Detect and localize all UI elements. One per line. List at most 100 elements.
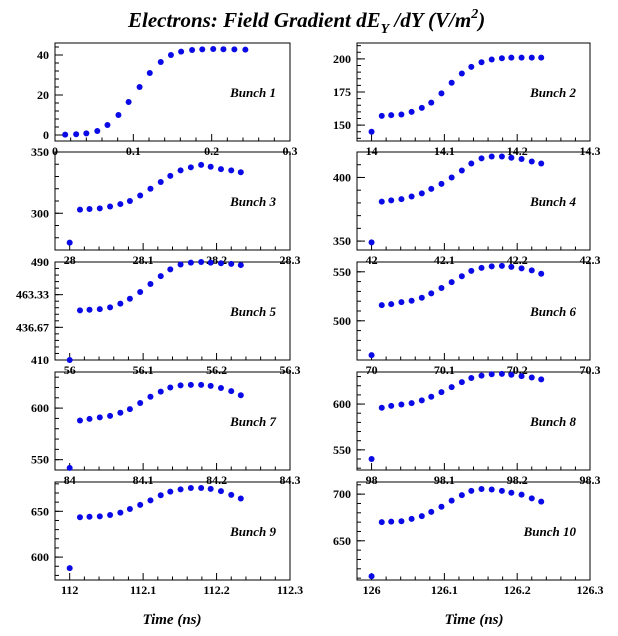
data-point (231, 46, 238, 53)
data-point (438, 180, 445, 187)
figure-title: Electrons: Field Gradient dEY /dY (V/m2) (127, 7, 485, 37)
data-point (468, 160, 475, 167)
data-point (388, 197, 395, 204)
data-point (137, 289, 144, 296)
title-main: Electrons: Field Gradient dE (127, 8, 381, 32)
x-tick-label: 0.3 (283, 144, 298, 158)
data-point (448, 174, 455, 181)
y-tick-label: 550 (333, 443, 351, 457)
x-tick-label: 126.1 (431, 583, 458, 597)
data-point (157, 59, 164, 65)
data-point (167, 384, 174, 391)
data-point (438, 284, 445, 291)
bunch-label: Bunch 9 (229, 524, 276, 539)
bunch-label: Bunch 2 (529, 85, 576, 100)
title-end: ) (476, 8, 485, 32)
data-point (66, 357, 73, 363)
data-point (538, 160, 545, 167)
data-point (126, 406, 133, 413)
bunch-label: Bunch 7 (229, 414, 276, 429)
x-tick-label: 84 (64, 473, 76, 487)
x-tick-label: 42.1 (434, 253, 455, 267)
data-point (478, 264, 485, 271)
y-tick-label: 600 (31, 401, 49, 415)
y-tick-label: 550 (333, 265, 351, 279)
data-point (189, 47, 196, 53)
data-point (137, 399, 144, 406)
y-tick-label: 40 (37, 48, 49, 62)
data-point (458, 379, 465, 386)
data-point (528, 267, 535, 274)
x-tick-label: 0.2 (204, 144, 219, 158)
data-point (538, 54, 545, 61)
data-point (126, 295, 133, 302)
data-point (198, 259, 205, 265)
data-point (448, 384, 455, 391)
data-point (378, 112, 385, 119)
x-tick-label: 14 (366, 144, 378, 158)
data-point (125, 99, 132, 105)
data-point (518, 265, 525, 272)
x-tick-label: 42.3 (580, 253, 601, 267)
x-tick-label: 112.3 (277, 583, 303, 597)
data-point (488, 153, 495, 160)
data-point (237, 262, 244, 269)
data-point (528, 374, 535, 381)
data-point (498, 153, 505, 160)
data-point (368, 456, 375, 463)
y-tick-label: 600 (333, 397, 351, 411)
data-point (217, 488, 224, 495)
x-tick-label: 98.1 (434, 473, 455, 487)
data-point (107, 203, 114, 210)
y-tick-label: 550 (31, 453, 49, 467)
data-point (167, 488, 174, 495)
y-tick-label: 350 (31, 145, 49, 159)
data-point (187, 381, 194, 388)
y-tick-label: 650 (333, 534, 351, 548)
data-point (177, 486, 184, 493)
data-point (478, 486, 485, 492)
bunch-panel: 84 84.1 84.2 84.3 550 600 Bunch 7 (31, 371, 301, 487)
data-point (96, 306, 103, 313)
data-point (107, 511, 114, 518)
data-point (198, 381, 205, 388)
data-point (408, 400, 415, 407)
title-subscript: Y (381, 22, 391, 37)
data-point (528, 54, 535, 61)
data-point (428, 508, 435, 515)
data-point (408, 108, 415, 115)
x-tick-label: 28 (64, 253, 76, 267)
data-point (518, 54, 525, 61)
y-tick-label: 0 (43, 128, 49, 142)
data-point (96, 205, 103, 212)
x-tick-label: 98.3 (580, 473, 601, 487)
data-point (498, 262, 505, 269)
data-point (137, 501, 144, 508)
data-point (207, 163, 214, 170)
data-point (418, 104, 425, 111)
data-point (157, 388, 164, 395)
x-tick-label: 126.3 (577, 583, 604, 597)
x-tick-label: 112.2 (203, 583, 229, 597)
x-axis-label-left: Time (ns) (142, 612, 201, 628)
data-point (438, 389, 445, 396)
data-point (398, 196, 405, 203)
data-point (107, 412, 114, 419)
data-point (478, 59, 485, 66)
x-tick-label: 14.2 (507, 144, 528, 158)
data-point (398, 111, 405, 118)
data-point (478, 155, 485, 162)
data-point (468, 267, 475, 274)
bunch-panel: 98 98.1 98.2 98.3 550 600 Bunch 8 (333, 370, 601, 487)
data-point (76, 206, 83, 213)
data-point (528, 158, 535, 165)
y-tick-label: 200 (333, 52, 351, 66)
data-point (210, 46, 217, 52)
y-tick-label: 700 (333, 487, 351, 501)
data-point (378, 198, 385, 205)
data-point (508, 154, 515, 161)
data-point (518, 373, 525, 380)
bunch-panel: 0 0.1 0.2 0.3 0 20 40 Bunch 1 (37, 42, 298, 158)
data-point (488, 371, 495, 378)
x-tick-label: 70.3 (580, 363, 601, 377)
